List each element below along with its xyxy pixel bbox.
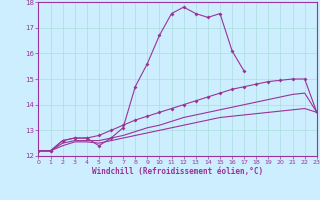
X-axis label: Windchill (Refroidissement éolien,°C): Windchill (Refroidissement éolien,°C) [92, 167, 263, 176]
